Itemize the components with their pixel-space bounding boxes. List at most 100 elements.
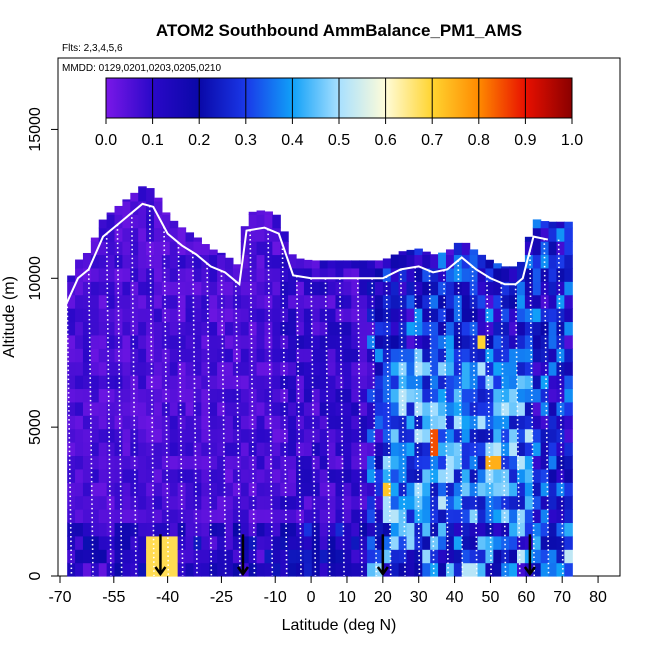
heatmap-cell xyxy=(548,562,558,577)
heatmap-cell xyxy=(414,468,423,483)
heatmap-cell xyxy=(272,522,281,537)
heatmap-cell xyxy=(248,562,258,577)
heatmap-cell xyxy=(351,428,360,443)
heatmap-cell xyxy=(130,348,139,363)
heatmap-cell xyxy=(303,294,313,309)
heatmap-cell xyxy=(351,267,360,282)
heatmap-cell xyxy=(438,428,447,443)
heatmap-cell xyxy=(485,259,494,269)
heatmap-cell xyxy=(548,401,558,416)
profile-path xyxy=(557,239,564,577)
heatmap-cell xyxy=(327,535,337,550)
heatmap-cell xyxy=(90,267,100,282)
heatmap-cell xyxy=(516,562,526,577)
heatmap-cell xyxy=(90,509,100,524)
heatmap-cell xyxy=(264,509,273,524)
heatmap-cell xyxy=(509,308,518,323)
arrow-head xyxy=(154,566,167,577)
heatmap-cell xyxy=(288,442,297,457)
heatmap-cell xyxy=(177,361,187,376)
heatmap-cell xyxy=(138,254,147,269)
heatmap-cell xyxy=(280,308,289,323)
profile-path xyxy=(281,244,288,577)
heatmap-cell xyxy=(185,281,195,296)
heatmap-cell xyxy=(114,482,124,497)
profile-path xyxy=(116,224,123,577)
heatmap-cell xyxy=(106,294,116,309)
heatmap-cell xyxy=(335,455,344,470)
heatmap-cell xyxy=(217,321,226,336)
heatmap-cell xyxy=(153,428,163,443)
heatmap-cell xyxy=(240,455,250,470)
heatmap-cell xyxy=(169,241,179,256)
heatmap-cell xyxy=(288,509,297,524)
heatmap-cell xyxy=(406,428,416,443)
heatmap-cell xyxy=(240,482,250,497)
heatmap-cell xyxy=(201,401,210,416)
heatmap-cell xyxy=(240,415,250,430)
heatmap-cell xyxy=(201,482,210,497)
heatmap-cell xyxy=(453,308,463,323)
heatmap-cell xyxy=(264,388,273,403)
heatmap-cell xyxy=(398,495,408,510)
heatmap-cell xyxy=(477,267,487,282)
heatmap-cell xyxy=(130,200,139,215)
heatmap-cell xyxy=(248,549,258,564)
heatmap-cell xyxy=(532,375,542,390)
heatmap-cell xyxy=(540,482,550,497)
heatmap-cell xyxy=(564,294,573,309)
heatmap-cell xyxy=(303,495,313,510)
heatmap-cell xyxy=(161,482,171,497)
heatmap-cell xyxy=(343,321,352,336)
heatmap-cell xyxy=(532,562,542,577)
heatmap-cell xyxy=(374,375,384,390)
heatmap-cell xyxy=(540,522,550,537)
heatmap-cell xyxy=(272,549,281,564)
heatmap-cell xyxy=(445,254,455,269)
heatmap-cell xyxy=(548,308,558,323)
heatmap-cell xyxy=(548,221,558,229)
heatmap-cell xyxy=(130,415,139,430)
heatmap-cell xyxy=(532,308,542,323)
heatmap-cell xyxy=(209,375,218,390)
heatmap-cell xyxy=(106,415,116,430)
heatmap-cell xyxy=(303,308,313,323)
heatmap-cell xyxy=(138,549,147,564)
heatmap-cell xyxy=(240,321,250,336)
heatmap-cell xyxy=(548,281,558,296)
heatmap-cell xyxy=(153,549,163,564)
heatmap-cell xyxy=(146,442,155,457)
x-tick-label: -25 xyxy=(210,589,233,606)
heatmap-cell xyxy=(288,254,297,256)
heatmap-cell xyxy=(177,254,187,269)
heatmap-cell xyxy=(67,535,76,550)
heatmap-cell xyxy=(564,415,573,430)
heatmap-cell xyxy=(225,468,234,483)
chart-title: ATOM2 Southbound AmmBalance_PM1_AMS xyxy=(156,21,522,40)
heatmap-cell xyxy=(438,375,447,390)
heatmap-cell xyxy=(303,348,313,363)
heatmap-cell xyxy=(501,428,510,443)
heatmap-cell xyxy=(414,267,423,282)
heatmap-cell xyxy=(382,321,392,336)
heatmap-cell xyxy=(532,468,542,483)
heatmap-cell xyxy=(524,241,534,256)
heatmap-cell xyxy=(564,388,573,403)
heatmap-cell xyxy=(548,468,558,483)
heatmap-cell xyxy=(169,254,179,269)
heatmap-cell xyxy=(122,495,131,510)
heatmap-cell xyxy=(422,401,431,416)
heatmap-cell xyxy=(461,495,471,510)
heatmap-cell xyxy=(209,294,218,309)
heatmap-cell xyxy=(130,535,139,550)
heatmap-cell xyxy=(406,348,416,363)
heatmap-cell xyxy=(209,428,218,443)
heatmap-cell xyxy=(398,535,408,550)
heatmap-cell xyxy=(351,361,360,376)
heatmap-cell xyxy=(280,361,289,376)
heatmap-cell xyxy=(217,482,226,497)
heatmap-cell xyxy=(461,308,471,323)
heatmap-cell xyxy=(430,388,439,403)
colorbar-tick-label: 0.8 xyxy=(468,132,490,149)
heatmap-cell xyxy=(106,401,116,416)
